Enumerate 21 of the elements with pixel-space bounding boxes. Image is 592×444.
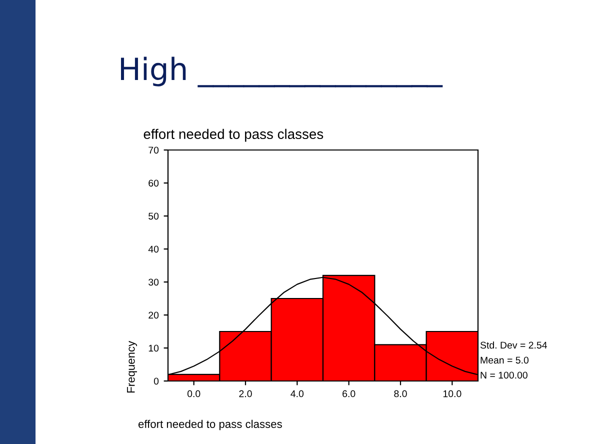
y-tick-label: 20 bbox=[148, 312, 159, 319]
x-axis-title: effort needed to pass classes bbox=[138, 420, 282, 430]
y-tick-label: 50 bbox=[148, 212, 159, 220]
y-tick-label: 60 bbox=[148, 180, 159, 187]
text: Mean = 5.0 bbox=[480, 356, 529, 364]
text: High ________________ bbox=[121, 56, 443, 88]
y-tick-label: 70 bbox=[148, 146, 159, 154]
text: N = 100.00 bbox=[480, 372, 528, 379]
y-tick-label: 30 bbox=[148, 278, 159, 286]
x-tick-label: 8.0 bbox=[394, 390, 407, 398]
text: Std. Dev = 2.54 bbox=[480, 341, 547, 349]
y-tick-label: 40 bbox=[148, 246, 159, 253]
x-tick-label: 0.0 bbox=[187, 390, 200, 398]
y-axis-title: Frequency bbox=[127, 340, 137, 392]
y-tick-label: 10 bbox=[148, 344, 159, 352]
x-tick-label: 4.0 bbox=[290, 390, 304, 398]
y-tick-label: 0 bbox=[154, 378, 159, 385]
x-tick-label: 2.0 bbox=[239, 390, 252, 398]
x-tick-label: 6.0 bbox=[342, 390, 356, 398]
chart-title: effort needed to pass classes bbox=[144, 128, 324, 142]
x-tick-label: 10.0 bbox=[443, 390, 462, 398]
